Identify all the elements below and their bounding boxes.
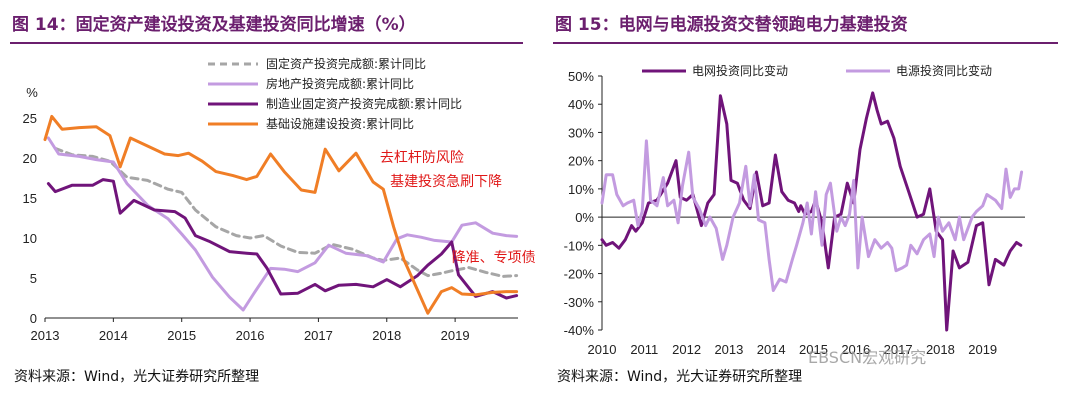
right-y-tick-label: 20%	[568, 154, 594, 169]
right-chart-title: 图 15：电网与电源投资交替领跑电力基建投资	[555, 15, 908, 35]
right-y-tick-label: -20%	[564, 267, 595, 282]
left-x-tick-label: 2013	[31, 328, 60, 343]
right-y-tick-label: 10%	[568, 182, 594, 197]
left-x-tick-label: 2015	[167, 328, 196, 343]
right-y-tick-label: -30%	[564, 295, 595, 310]
left-y-tick-label: 10	[23, 231, 37, 246]
left-title-rule	[10, 42, 523, 44]
right-x-tick-label: 2016	[841, 342, 870, 357]
right-x-tick-label: 2018	[926, 342, 955, 357]
right-x-tick-label: 2011	[630, 342, 658, 357]
left-legend-label-3: 基础设施建设投资:累计同比	[266, 116, 414, 131]
left-x-tick-label: 2014	[99, 328, 128, 343]
watermark: EBSCN宏观研究	[808, 348, 927, 367]
left-chart-title: 图 14：固定资产建设投资及基建投资同比增速（%）	[12, 15, 416, 35]
left-series-line-2	[46, 178, 519, 300]
right-chart: -40% -30% -20% -10% 0% 10% 20% 30% 40% 50% 2010 201…	[564, 63, 1025, 357]
right-y-tick-label: 30%	[568, 125, 594, 140]
left-annotation-2: 降准、专项债	[452, 250, 536, 266]
left-x-tick-label: 2017	[304, 328, 333, 343]
right-x-tick-label: 2019	[968, 342, 997, 357]
left-series-line-3	[43, 114, 519, 315]
left-y-tick-label: 0	[30, 311, 37, 326]
left-x-tick-label: 2018	[372, 328, 401, 343]
right-legend-label-1: 电源投资同比变动	[896, 63, 992, 78]
right-x-tick-label: 2014	[757, 342, 786, 357]
left-y-tick-label: 5	[30, 271, 37, 286]
left-series-line-1	[46, 136, 519, 312]
left-y-tick-label: 20	[23, 151, 37, 166]
left-y-tick-label: 25	[23, 111, 37, 126]
right-y-tick-label: 40%	[568, 97, 594, 112]
left-source-note: 资料来源：Wind，光大证券研究所整理	[14, 369, 260, 385]
right-x-tick-label: 2015	[799, 342, 828, 357]
right-y-tick-label: -10%	[564, 238, 595, 253]
left-x-tick-label: 2019	[441, 328, 470, 343]
left-legend-label-0: 固定资产投资完成额:累计同比	[266, 56, 426, 71]
left-annotation-0: 去杠杆防风险	[380, 150, 464, 166]
left-legend-label-2: 制造业固定资产投资完成额:累计同比	[266, 96, 462, 111]
right-source-note: 资料来源：Wind，光大证券研究所整理	[557, 369, 803, 385]
right-title-rule	[553, 42, 1058, 44]
left-y-unit-label: %	[26, 85, 38, 100]
right-x-tick-label: 2013	[714, 342, 743, 357]
left-annotation-1: 基建投资急刷下降	[390, 173, 502, 190]
right-x-tick-label: 2017	[884, 342, 913, 357]
left-x-tick-label: 2016	[236, 328, 265, 343]
right-x-tick-label: 2012	[672, 342, 701, 357]
right-series-line-0	[600, 91, 1023, 332]
right-y-tick-label: 0%	[575, 210, 594, 225]
right-x-tick-label: 2010	[588, 342, 617, 357]
right-series-line-1	[600, 139, 1024, 292]
right-y-tick-label: 50%	[568, 69, 594, 84]
right-legend-label-0: 电网投资同比变动	[692, 63, 788, 78]
right-y-tick-label: -40%	[564, 323, 595, 338]
left-y-tick-label: 15	[23, 191, 37, 206]
left-legend-label-1: 房地产投资完成额:累计同比	[266, 76, 414, 91]
left-chart: 0 5 10 15 20 25% 2013 2014 2015 2016 2017 2018 2019 固…	[23, 56, 536, 343]
left-series-line-0	[53, 146, 519, 278]
